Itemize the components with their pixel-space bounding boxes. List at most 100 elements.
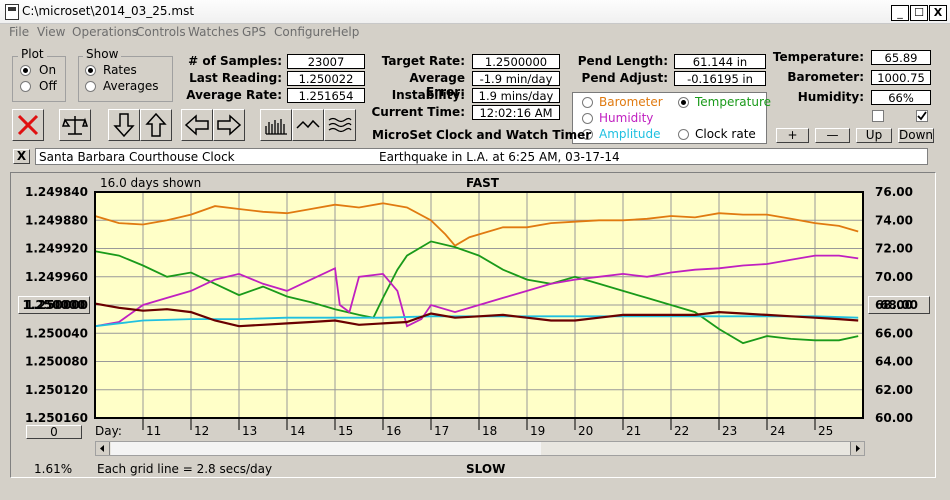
temperature-label: Temperature: [772,50,864,64]
app-icon [5,4,19,20]
y-right-tick-label: 74.00 [875,213,913,227]
x-tick-label: 23 [722,424,737,438]
y-right-tick-label: 76.00 [875,185,913,199]
minus-button[interactable]: — [815,128,850,143]
menu-gps[interactable]: GPS [242,25,267,39]
arrow-left-icon [184,114,209,136]
title-bar: C:\microset\2014_03_25.mst _ ☐ X [0,0,950,24]
window-title: C:\microset\2014_03_25.mst [22,4,195,18]
bar-view-button[interactable] [260,109,292,141]
target-rate-field[interactable]: 1.2500000 [472,54,560,69]
barometer-value: 1000.75 [871,70,931,85]
average-error-label: Average Error: [409,71,465,99]
y-right-tick-label: 64.00 [875,355,913,369]
close-clock-button[interactable]: X [13,149,30,164]
bottom-left-button[interactable]: 0 [26,425,82,439]
series-line-barometer [94,202,859,247]
move-up-button[interactable] [140,109,172,141]
scroll-left-button[interactable] [181,109,213,141]
grid-note: Each grid line = 2.8 secs/day [97,462,273,476]
plot-group-title: Plot [18,47,47,61]
percent-label: 1.61% [34,462,73,476]
plot-off-radio[interactable] [20,81,31,92]
clock-info-bar: Santa Barbara Courthouse Clock Earthquak… [35,148,928,165]
app-title: MicroSet Clock and Watch Timer [372,128,592,142]
clock-name: Santa Barbara Courthouse Clock [39,150,235,164]
y-left-tick-label: 1.250040 [25,326,88,340]
y-right-tick-label: 70.00 [875,270,913,284]
current-time-value: 12:02:16 AM [472,105,560,120]
arrow-up-icon [145,112,167,137]
wave-icon [296,119,320,129]
overlay-barometer-radio[interactable] [582,97,593,108]
instability-label: Instability: [391,88,465,102]
x-tick-label: 14 [290,424,305,438]
x-tick-label: 12 [194,424,209,438]
y-right-tick-label: 62.00 [875,383,913,397]
x-tick-label: 25 [818,424,833,438]
scroll-left-arrow[interactable] [96,442,110,455]
menu-configure[interactable]: Configure [274,25,333,39]
scroll-thumb[interactable] [111,442,541,455]
right-checkbox[interactable] [916,110,928,122]
overlay-amplitude-radio[interactable] [582,129,593,140]
move-down-button[interactable] [108,109,140,141]
samples-value: 23007 [287,54,365,69]
pend-length-label: Pend Length: [577,54,668,68]
temperature-value: 65.89 [871,50,931,65]
balance-scale-icon [62,116,88,135]
day-axis-label: Day: [95,424,122,438]
waves-icon [328,117,352,133]
menu-view[interactable]: View [37,25,66,39]
pend-length-field[interactable]: 61.144 in [674,54,766,69]
line-view-button[interactable] [292,109,324,141]
overlay-temperature-radio[interactable] [678,97,689,108]
bar-chart-icon [265,119,287,135]
plot-on-radio[interactable] [20,65,31,76]
horizontal-scrollbar[interactable] [95,441,865,456]
show-rates-radio[interactable] [85,65,96,76]
left-center-button[interactable]: 1.250000 [18,296,90,314]
up-button[interactable]: Up [856,128,892,143]
x-tick-label: 13 [242,424,257,438]
menu-watches[interactable]: Watches [188,25,239,39]
x-tick-label: 18 [482,424,497,438]
y-left-tick-label: 1.250000 [25,298,88,312]
menu-help[interactable]: Help [332,25,360,39]
chart-panel [10,172,936,478]
y-left-tick-label: 1.249920 [25,242,88,256]
close-button[interactable]: X [929,5,947,21]
overlay-amplitude-label: Amplitude [599,127,661,141]
fast-label: FAST [466,176,499,190]
menu-file[interactable]: File [9,25,30,39]
menu-operations[interactable]: Operations [72,25,138,39]
series-line-clock_rate [94,302,859,328]
multi-view-button[interactable] [324,109,356,141]
x-tick-label: 21 [626,424,641,438]
scroll-right-arrow-icon [856,445,860,452]
overlay-selector [572,92,767,144]
maximize-button[interactable]: ☐ [910,5,928,21]
overlay-temperature-label: Temperature [695,95,772,109]
menu-bar: File View Operations Controls Watches GP… [0,24,950,42]
delete-button[interactable] [12,109,44,141]
overlay-clock-rate-radio[interactable] [678,129,689,140]
show-averages-radio[interactable] [85,81,96,92]
down-button[interactable]: Down [898,128,934,143]
overlay-humidity-radio[interactable] [582,113,593,124]
minimize-button[interactable]: _ [891,5,909,21]
series-line-temperature [94,240,859,345]
plus-button[interactable]: + [776,128,809,143]
menu-controls[interactable]: Controls [136,25,186,39]
overlay-humidity-label: Humidity [599,111,654,125]
left-checkbox[interactable] [872,110,884,122]
scroll-right-arrow[interactable] [850,442,864,455]
y-right-tick-label: 72.00 [875,242,913,256]
y-left-tick-label: 1.249960 [25,270,88,284]
balance-button[interactable] [59,109,91,141]
right-center-button[interactable]: 68.00 [868,296,930,314]
y-left-tick-label: 1.250120 [25,383,88,397]
y-right-tick-label: 68.00 [875,298,913,312]
average-rate-value: 1.251654 [287,88,365,103]
scroll-right-button[interactable] [213,109,245,141]
